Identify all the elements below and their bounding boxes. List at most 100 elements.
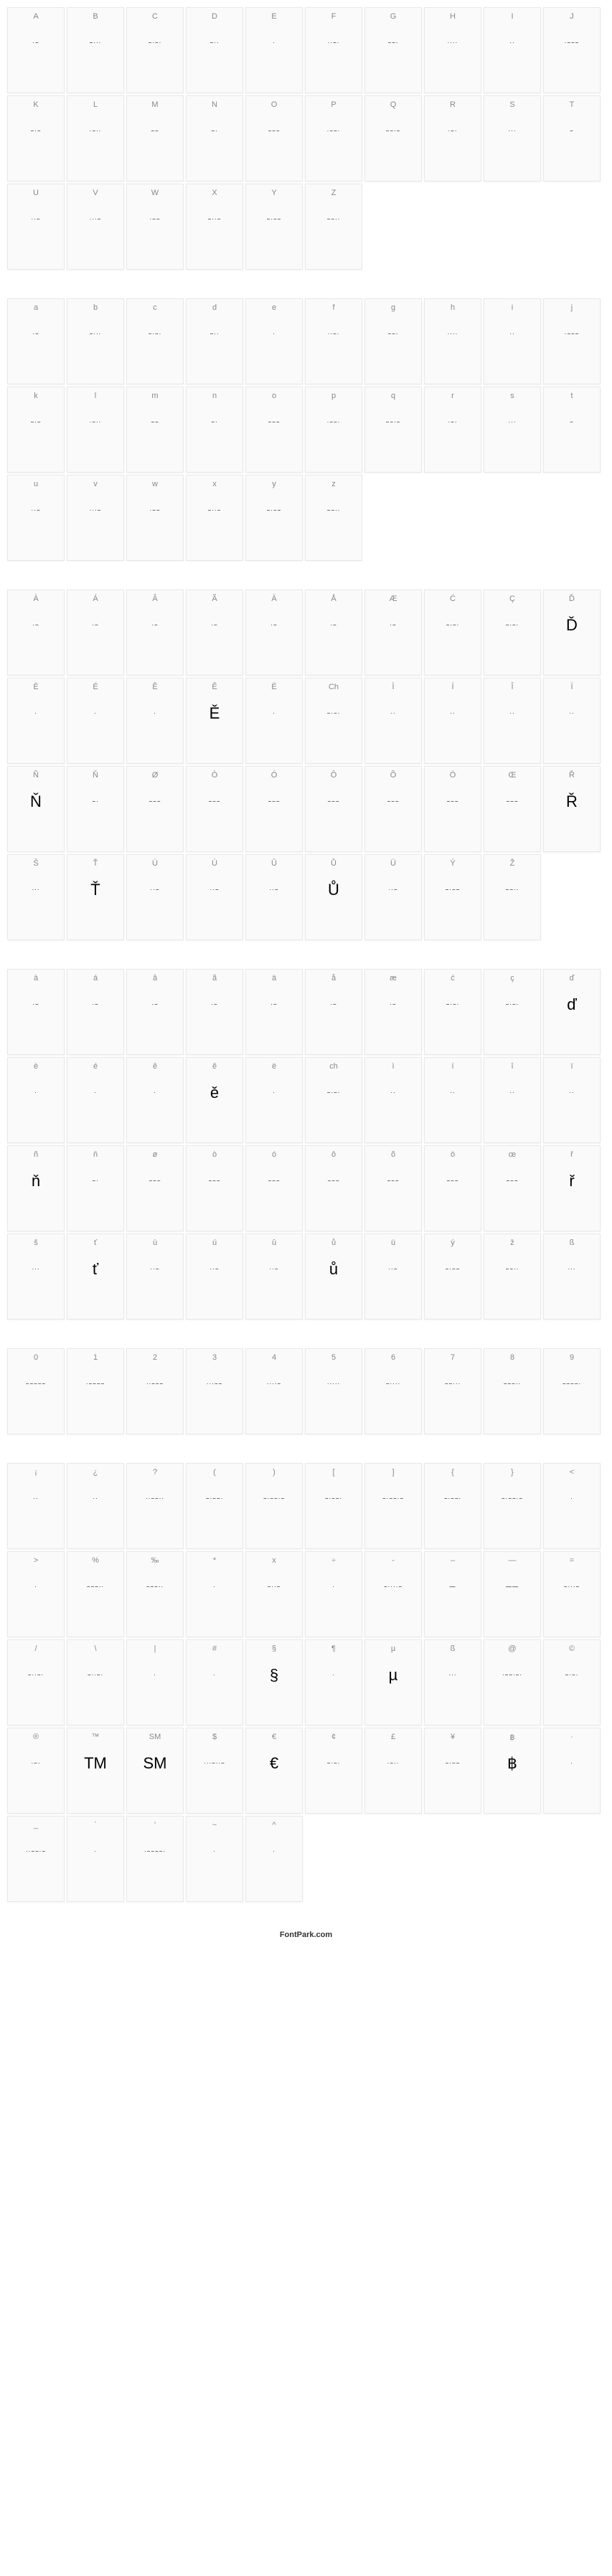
glyph-cell[interactable]: -−····−: [364, 1551, 422, 1637]
glyph-cell[interactable]: a·−: [7, 298, 65, 384]
glyph-cell[interactable]: |·: [126, 1639, 184, 1725]
glyph-cell[interactable]: ü··−: [364, 1233, 422, 1320]
glyph-cell[interactable]: ®·−·: [7, 1728, 65, 1814]
glyph-cell[interactable]: n−·: [186, 387, 243, 473]
glyph-cell[interactable]: 6−····: [364, 1348, 422, 1434]
glyph-cell[interactable]: \−··−·: [67, 1639, 124, 1725]
glyph-cell[interactable]: ŮŮ: [305, 854, 362, 940]
glyph-cell[interactable]: G−−·: [364, 7, 422, 93]
glyph-cell[interactable]: {−·−−·: [424, 1463, 481, 1549]
glyph-cell[interactable]: Ž−−··: [484, 854, 541, 940]
glyph-cell[interactable]: m−−: [126, 387, 184, 473]
glyph-cell[interactable]: ———: [484, 1551, 541, 1637]
glyph-cell[interactable]: Õ−−−: [364, 766, 422, 852]
glyph-cell[interactable]: <·: [543, 1463, 601, 1549]
glyph-cell[interactable]: Â·−: [126, 589, 184, 676]
glyph-cell[interactable]: ŤŤ: [67, 854, 124, 940]
glyph-cell[interactable]: Ö−−−: [424, 766, 481, 852]
glyph-cell[interactable]: ã·−: [186, 969, 243, 1055]
glyph-cell[interactable]: #·: [186, 1639, 243, 1725]
glyph-cell[interactable]: B−···: [67, 7, 124, 93]
glyph-cell[interactable]: À·−: [7, 589, 65, 676]
glyph-cell[interactable]: Z−−··: [305, 184, 362, 270]
glyph-cell[interactable]: h····: [424, 298, 481, 384]
glyph-cell[interactable]: r·−·: [424, 387, 481, 473]
glyph-cell[interactable]: ^·: [245, 1816, 303, 1902]
glyph-cell[interactable]: š···: [7, 1233, 65, 1320]
glyph-cell[interactable]: ë·: [245, 1057, 303, 1143]
glyph-cell[interactable]: H····: [424, 7, 481, 93]
glyph-cell[interactable]: A·−: [7, 7, 65, 93]
glyph-cell[interactable]: [−·−−·: [305, 1463, 362, 1549]
glyph-cell[interactable]: ěě: [186, 1057, 243, 1143]
glyph-cell[interactable]: ©−·−·: [543, 1639, 601, 1725]
glyph-cell[interactable]: µµ: [364, 1639, 422, 1725]
glyph-cell[interactable]: P·−−·: [305, 95, 362, 181]
glyph-cell[interactable]: W·−−: [126, 184, 184, 270]
glyph-cell[interactable]: Í··: [424, 678, 481, 764]
glyph-cell[interactable]: 4····−: [245, 1348, 303, 1434]
glyph-cell[interactable]: o−−−: [245, 387, 303, 473]
glyph-cell[interactable]: ¶·: [305, 1639, 362, 1725]
glyph-cell[interactable]: Ć−·−·: [424, 589, 481, 676]
glyph-cell[interactable]: æ·−: [364, 969, 422, 1055]
glyph-cell[interactable]: @·−−·−·: [484, 1639, 541, 1725]
glyph-cell[interactable]: q−−·−: [364, 387, 422, 473]
glyph-cell[interactable]: œ−−−: [484, 1145, 541, 1231]
glyph-cell[interactable]: å·−: [305, 969, 362, 1055]
glyph-cell[interactable]: ™TM: [67, 1728, 124, 1814]
glyph-cell[interactable]: ñň: [7, 1145, 65, 1231]
glyph-cell[interactable]: E·: [245, 7, 303, 93]
glyph-cell[interactable]: l·−··: [67, 387, 124, 473]
glyph-cell[interactable]: ฿฿: [484, 1728, 541, 1814]
glyph-cell[interactable]: ··: [543, 1728, 601, 1814]
glyph-cell[interactable]: Ê·: [126, 678, 184, 764]
glyph-cell[interactable]: ô−−−: [305, 1145, 362, 1231]
glyph-cell[interactable]: ý−·−−: [424, 1233, 481, 1320]
glyph-cell[interactable]: řř: [543, 1145, 601, 1231]
glyph-cell[interactable]: 3···−−: [186, 1348, 243, 1434]
glyph-cell[interactable]: ~·: [186, 1816, 243, 1902]
glyph-cell[interactable]: ?··−−··: [126, 1463, 184, 1549]
glyph-cell[interactable]: 2··−−−: [126, 1348, 184, 1434]
glyph-cell[interactable]: ¡··: [7, 1463, 65, 1549]
glyph-cell[interactable]: Ã·−: [186, 589, 243, 676]
glyph-cell[interactable]: C−·−·: [126, 7, 184, 93]
glyph-cell[interactable]: û··−: [245, 1233, 303, 1320]
glyph-cell[interactable]: V···−: [67, 184, 124, 270]
glyph-cell[interactable]: y−·−−: [245, 475, 303, 561]
glyph-cell[interactable]: â·−: [126, 969, 184, 1055]
glyph-cell[interactable]: %−−−··: [67, 1551, 124, 1637]
glyph-cell[interactable]: i··: [484, 298, 541, 384]
glyph-cell[interactable]: d−··: [186, 298, 243, 384]
glyph-cell[interactable]: j·−−−: [543, 298, 601, 384]
glyph-cell[interactable]: Æ·−: [364, 589, 422, 676]
glyph-cell[interactable]: í··: [424, 1057, 481, 1143]
glyph-cell[interactable]: ň−·: [67, 1145, 124, 1231]
glyph-cell[interactable]: Ó−−−: [245, 766, 303, 852]
glyph-cell[interactable]: á·−: [67, 969, 124, 1055]
glyph-cell[interactable]: _··−−·−: [7, 1816, 65, 1902]
glyph-cell[interactable]: D−··: [186, 7, 243, 93]
glyph-cell[interactable]: T−: [543, 95, 601, 181]
glyph-cell[interactable]: õ−−−: [364, 1145, 422, 1231]
glyph-cell[interactable]: ö−−−: [424, 1145, 481, 1231]
glyph-cell[interactable]: Å·−: [305, 589, 362, 676]
glyph-cell[interactable]: /−··−·: [7, 1639, 65, 1725]
glyph-cell[interactable]: ÷·: [305, 1551, 362, 1637]
glyph-cell[interactable]: ì··: [364, 1057, 422, 1143]
glyph-cell[interactable]: 5·····: [305, 1348, 362, 1434]
glyph-cell[interactable]: J·−−−: [543, 7, 601, 93]
glyph-cell[interactable]: –—: [424, 1551, 481, 1637]
glyph-cell[interactable]: (−·−−·: [186, 1463, 243, 1549]
glyph-cell[interactable]: ó−−−: [245, 1145, 303, 1231]
glyph-cell[interactable]: 0−−−−−: [7, 1348, 65, 1434]
glyph-cell[interactable]: Ú··−: [186, 854, 243, 940]
glyph-cell[interactable]: Ý−·−−: [424, 854, 481, 940]
glyph-cell[interactable]: Š···: [7, 854, 65, 940]
glyph-cell[interactable]: ¥−·−−: [424, 1728, 481, 1814]
glyph-cell[interactable]: Ë·: [245, 678, 303, 764]
glyph-cell[interactable]: Î··: [484, 678, 541, 764]
glyph-cell[interactable]: ä·−: [245, 969, 303, 1055]
glyph-cell[interactable]: ê·: [126, 1057, 184, 1143]
